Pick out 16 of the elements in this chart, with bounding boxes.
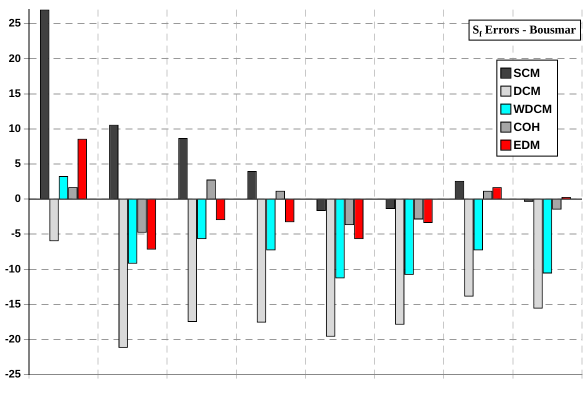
legend-label: SCM	[513, 66, 540, 80]
legend-label: WDCM	[513, 102, 552, 116]
y-tick-label: -25	[4, 368, 21, 381]
y-tick-label: 25	[8, 18, 21, 30]
y-tick-label: -10	[4, 263, 21, 276]
y-tick-label: 0	[14, 193, 21, 206]
y-tick-label: 20	[8, 52, 21, 65]
y-tick-label: -20	[4, 334, 21, 346]
y-tick-label: -15	[4, 298, 21, 310]
y-tick-label: -5	[11, 228, 21, 240]
legend-label: EDM	[513, 138, 540, 152]
legend-label: DCM	[513, 84, 541, 98]
legend-label: COH	[513, 120, 540, 134]
y-tick-label: 5	[14, 158, 21, 170]
y-tick-label: 15	[8, 88, 21, 100]
y-tick-label: 10	[8, 122, 21, 135]
